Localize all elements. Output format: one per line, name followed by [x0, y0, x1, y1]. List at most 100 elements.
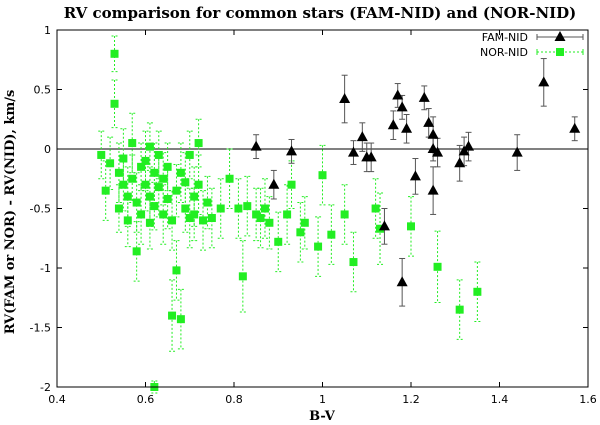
data-point-nor-nid: [172, 266, 181, 275]
data-point-nor-nid: [159, 174, 168, 183]
data-point-fam-nid: [511, 146, 523, 157]
data-point-nor-nid: [176, 168, 185, 177]
data-point-nor-nid: [265, 218, 274, 227]
data-point-fam-nid: [268, 178, 280, 189]
data-point-fam-nid: [423, 116, 435, 127]
data-point-nor-nid: [199, 216, 208, 225]
data-point-nor-nid: [296, 228, 305, 237]
data-point-nor-nid: [101, 186, 110, 195]
data-point-fam-nid: [387, 119, 399, 130]
legend-marker-fam-nid: [554, 31, 566, 41]
y-tick-label: -0.5: [30, 203, 51, 216]
data-point-nor-nid: [132, 247, 141, 256]
data-point-nor-nid: [234, 204, 243, 213]
tick-marks: [56, 29, 589, 388]
x-tick-label: 1.6: [579, 393, 597, 406]
data-point-fam-nid: [538, 76, 550, 87]
x-axis-label: B-V: [309, 409, 336, 424]
data-point-nor-nid: [110, 99, 119, 108]
data-point-nor-nid: [110, 49, 119, 58]
data-point-nor-nid: [114, 168, 123, 177]
chart-title: RV comparison for common stars (FAM-NID)…: [64, 4, 577, 22]
data-point-nor-nid: [185, 214, 194, 223]
data-point-nor-nid: [137, 162, 146, 171]
data-point-nor-nid: [203, 198, 212, 207]
data-point-nor-nid: [455, 305, 464, 314]
data-point-nor-nid: [114, 204, 123, 213]
data-point-nor-nid: [145, 192, 154, 201]
data-point-nor-nid: [283, 210, 292, 219]
legend: FAM-NID NOR-NID: [480, 31, 584, 59]
data-point-nor-nid: [119, 180, 128, 189]
data-point-nor-nid: [274, 237, 283, 246]
data-point-nor-nid: [159, 210, 168, 219]
data-point-nor-nid: [243, 202, 252, 211]
data-point-nor-nid: [150, 202, 159, 211]
x-tick-label: 0.4: [48, 393, 66, 406]
data-point-fam-nid: [427, 128, 439, 139]
x-tick-label: 1.4: [491, 393, 509, 406]
data-point-nor-nid: [260, 204, 269, 213]
data-point-nor-nid: [252, 210, 261, 219]
data-point-nor-nid: [163, 162, 172, 171]
data-point-nor-nid: [314, 242, 323, 251]
y-axis-label: RV(FAM or NOR) - RV(NID), km/s: [3, 90, 18, 335]
data-point-fam-nid: [396, 276, 408, 287]
data-point-nor-nid: [473, 287, 482, 296]
data-point-fam-nid: [401, 122, 413, 133]
data-point-nor-nid: [194, 139, 203, 148]
data-point-fam-nid: [339, 93, 351, 104]
data-point-nor-nid: [371, 204, 380, 213]
data-point-nor-nid: [123, 192, 132, 201]
data-point-nor-nid: [128, 139, 137, 148]
legend-marks: [536, 31, 584, 56]
data-point-nor-nid: [154, 150, 163, 159]
data-point-nor-nid: [141, 156, 150, 165]
data-point-nor-nid: [340, 210, 349, 219]
data-point-nor-nid: [150, 168, 159, 177]
data-point-nor-nid: [123, 216, 132, 225]
data-point-nor-nid: [349, 258, 358, 267]
data-point-nor-nid: [207, 214, 216, 223]
data-point-fam-nid: [427, 184, 439, 195]
data-point-fam-nid: [250, 140, 262, 151]
x-tick-label: 1.2: [402, 393, 420, 406]
plot-frame: [56, 29, 589, 388]
data-point-nor-nid: [176, 315, 185, 324]
data-point-nor-nid: [145, 218, 154, 227]
x-tick-label: 1: [319, 393, 326, 406]
y-tick-label: -1.5: [30, 322, 51, 335]
data-point-nor-nid: [238, 272, 247, 281]
data-point-nor-nid: [168, 311, 177, 320]
y-tick-label: -1: [40, 262, 51, 275]
data-point-fam-nid: [432, 146, 444, 157]
legend-label-nor-nid: NOR-NID: [480, 46, 528, 59]
data-point-fam-nid: [463, 140, 475, 151]
data-point-nor-nid: [194, 180, 203, 189]
series-nor-nid: [97, 35, 482, 394]
data-point-fam-nid: [409, 170, 421, 181]
data-point-nor-nid: [433, 262, 442, 271]
data-point-nor-nid: [181, 204, 190, 213]
data-point-nor-nid: [141, 180, 150, 189]
data-point-nor-nid: [327, 230, 336, 239]
legend-marker-nor-nid: [556, 48, 564, 56]
data-point-nor-nid: [137, 210, 146, 219]
data-point-fam-nid: [378, 220, 390, 231]
series-layer: [97, 35, 581, 394]
data-point-nor-nid: [256, 214, 265, 223]
y-tick-label: 1: [44, 24, 51, 37]
x-tick-label: 0.8: [225, 393, 243, 406]
data-point-fam-nid: [365, 151, 377, 162]
x-tick-labels: 0.4 0.6 0.8 1 1.2 1.4 1.6: [48, 393, 597, 406]
data-point-nor-nid: [172, 186, 181, 195]
data-point-nor-nid: [225, 174, 234, 183]
y-tick-label: 0: [44, 143, 51, 156]
data-point-fam-nid: [418, 91, 430, 102]
data-point-nor-nid: [163, 194, 172, 203]
y-tick-labels: -2 -1.5 -1 -0.5 0 0.5 1: [30, 24, 51, 394]
data-point-nor-nid: [132, 198, 141, 207]
data-point-nor-nid: [168, 216, 177, 225]
data-point-nor-nid: [119, 154, 128, 163]
